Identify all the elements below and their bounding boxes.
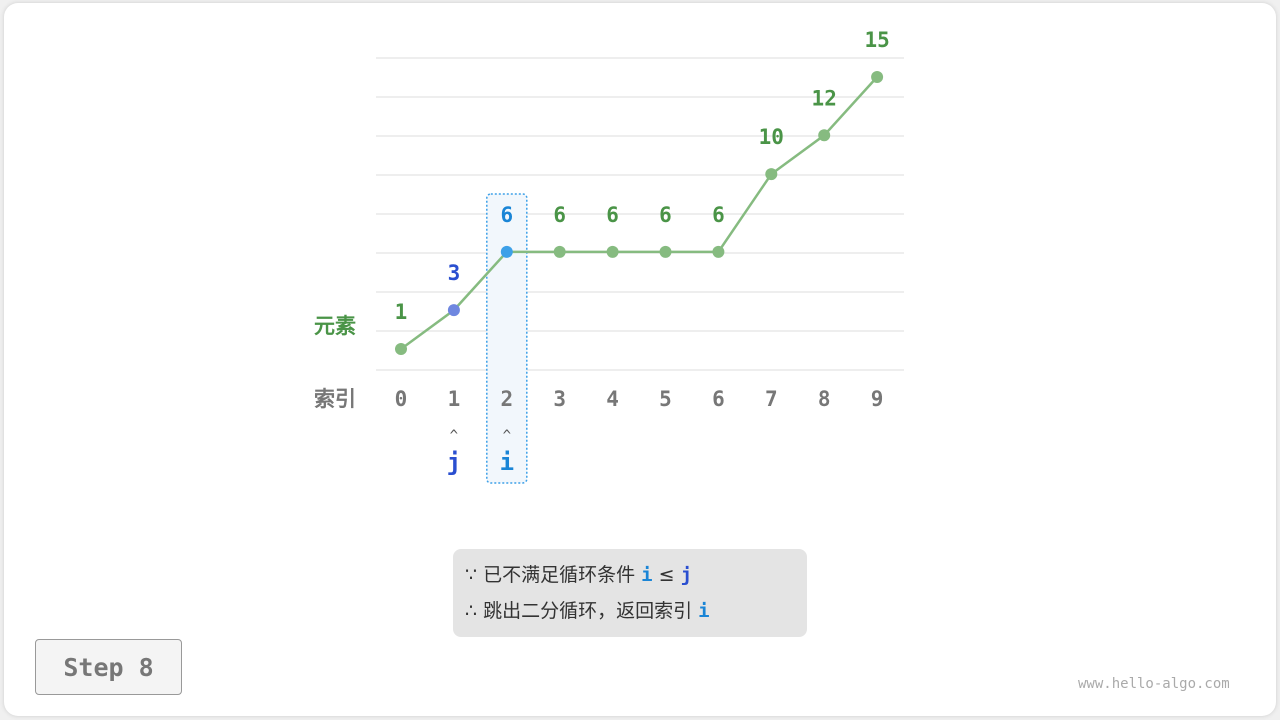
note-line-1: ∵ 已不满足循环条件 i ≤ j: [465, 560, 692, 587]
pointer-arrow-icon: ^: [503, 428, 511, 444]
data-point: [500, 245, 513, 258]
element-axis-label: 元素: [314, 314, 356, 338]
note-text: ∴ 跳出二分循环，返回索引: [465, 600, 699, 622]
data-point: [395, 343, 407, 355]
element-value: 6: [500, 203, 513, 227]
element-value: 6: [659, 203, 672, 227]
current-index-highlight: [486, 193, 528, 484]
data-point: [712, 245, 725, 258]
element-value: 10: [759, 125, 784, 149]
index-label: 5: [659, 387, 672, 411]
pointer-j-label: j: [447, 448, 461, 476]
index-label: 4: [606, 387, 619, 411]
data-point: [818, 129, 831, 142]
element-value: 6: [606, 203, 619, 227]
index-label: 7: [765, 387, 778, 411]
index-label: 1: [448, 387, 461, 411]
pointer-arrow-icon: ^: [450, 428, 458, 444]
element-value: 12: [812, 86, 837, 110]
index-label: 6: [712, 387, 725, 411]
step-indicator: Step 8: [35, 639, 182, 695]
data-point: [606, 245, 619, 258]
index-label: 2: [500, 387, 513, 411]
element-value: 6: [712, 203, 725, 227]
pointer-i-label: i: [500, 448, 514, 476]
pointer-i-ref: i: [641, 564, 653, 586]
value-line: [400, 76, 879, 351]
element-value: 6: [553, 203, 566, 227]
note-operator: ≤: [652, 564, 681, 586]
element-value: 3: [448, 261, 461, 285]
data-point: [447, 304, 460, 317]
explanation-note: ∵ 已不满足循环条件 i ≤ j ∴ 跳出二分循环，返回索引 i: [453, 549, 807, 637]
index-label: 3: [553, 387, 566, 411]
index-axis-label: 索引: [314, 387, 356, 411]
note-line-2: ∴ 跳出二分循环，返回索引 i: [465, 596, 710, 623]
pointer-j-ref: j: [680, 564, 693, 586]
note-text: ∵ 已不满足循环条件: [465, 564, 642, 586]
element-value: 1: [395, 300, 408, 324]
data-point: [553, 245, 566, 258]
element-value: 15: [864, 28, 889, 52]
index-label: 0: [395, 387, 408, 411]
index-label: 9: [871, 387, 884, 411]
pointer-i-ref: i: [698, 600, 710, 622]
index-label: 8: [818, 387, 831, 411]
watermark: www.hello-algo.com: [1078, 676, 1230, 692]
data-point: [765, 168, 778, 181]
data-point: [659, 245, 672, 258]
data-point: [871, 70, 884, 83]
